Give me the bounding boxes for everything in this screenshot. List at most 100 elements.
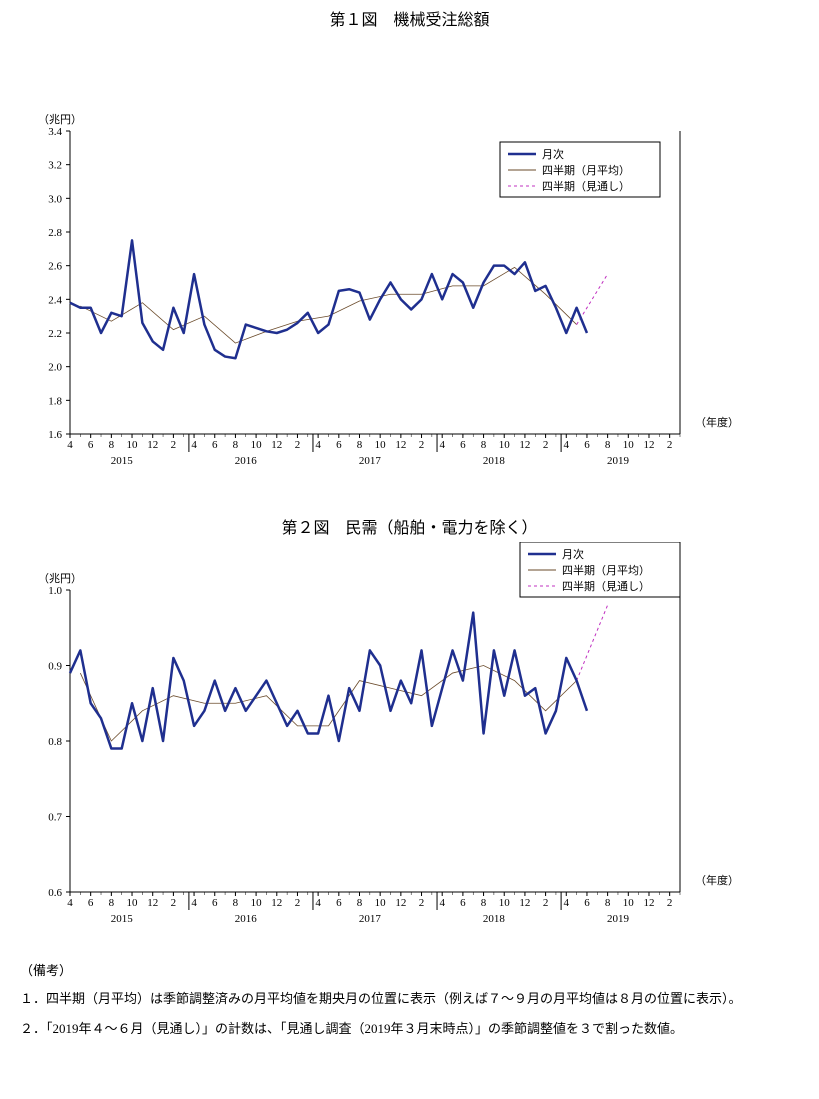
svg-text:4: 4 — [67, 897, 73, 909]
chart1-container: 1.61.82.02.22.42.62.83.03.23.4（兆円）（年度）46… — [0, 34, 819, 484]
svg-text:（年度）: （年度） — [695, 415, 739, 429]
svg-text:0.9: 0.9 — [48, 661, 62, 673]
svg-text:12: 12 — [519, 897, 530, 909]
svg-text:8: 8 — [233, 897, 239, 909]
svg-text:6: 6 — [336, 439, 342, 451]
svg-text:4: 4 — [439, 439, 445, 451]
svg-text:6: 6 — [88, 897, 94, 909]
svg-text:8: 8 — [357, 439, 363, 451]
svg-text:8: 8 — [481, 897, 487, 909]
svg-text:2: 2 — [171, 439, 177, 451]
svg-text:（兆円）: （兆円） — [38, 572, 82, 585]
svg-text:12: 12 — [147, 439, 158, 451]
svg-text:8: 8 — [357, 897, 363, 909]
svg-text:2015: 2015 — [111, 913, 134, 925]
notes-line-1: １．四半期（月平均）は季節調整済みの月平均値を期央月の位置に表示（例えば７～９月… — [20, 989, 779, 1009]
svg-text:3.4: 3.4 — [48, 126, 62, 138]
svg-text:12: 12 — [395, 439, 406, 451]
svg-text:2017: 2017 — [359, 913, 382, 925]
svg-text:2: 2 — [295, 897, 301, 909]
svg-text:10: 10 — [251, 897, 263, 909]
svg-text:2: 2 — [419, 439, 425, 451]
svg-text:12: 12 — [519, 439, 530, 451]
svg-text:2.2: 2.2 — [48, 328, 62, 340]
svg-text:8: 8 — [109, 897, 115, 909]
chart1-title: 第１図 機械受注総額 — [0, 6, 819, 30]
svg-text:2: 2 — [543, 897, 549, 909]
svg-text:2: 2 — [171, 897, 177, 909]
svg-text:2019: 2019 — [607, 913, 630, 925]
svg-text:3.2: 3.2 — [48, 160, 62, 172]
svg-text:10: 10 — [499, 439, 511, 451]
svg-text:2015: 2015 — [111, 455, 134, 467]
svg-text:8: 8 — [233, 439, 239, 451]
svg-text:四半期（見通し）: 四半期（見通し） — [562, 579, 650, 593]
svg-text:8: 8 — [605, 439, 611, 451]
notes-line-2: ２．「2019年４～６月（見通し）」の計数は、「見通し調査（2019年３月末時点… — [20, 1019, 779, 1039]
svg-text:12: 12 — [147, 897, 158, 909]
svg-text:12: 12 — [271, 897, 282, 909]
svg-text:10: 10 — [375, 897, 387, 909]
svg-text:8: 8 — [481, 439, 487, 451]
svg-text:0.6: 0.6 — [48, 887, 62, 899]
svg-text:2.6: 2.6 — [48, 261, 62, 273]
svg-text:12: 12 — [643, 897, 654, 909]
svg-text:10: 10 — [127, 897, 139, 909]
svg-text:6: 6 — [584, 897, 590, 909]
svg-text:1.0: 1.0 — [48, 585, 62, 597]
svg-text:2.8: 2.8 — [48, 227, 62, 239]
svg-text:2: 2 — [295, 439, 301, 451]
svg-text:2016: 2016 — [235, 455, 258, 467]
chart1-svg: 1.61.82.02.22.42.62.83.03.23.4（兆円）（年度）46… — [0, 34, 819, 484]
chart2-container: 0.6 0.7 0.8 0.9 1.0（兆円） （年度） 4 6 8 10 12 2 2015 4 6 8 10… — [0, 542, 819, 942]
svg-text:8: 8 — [605, 897, 611, 909]
svg-text:2019: 2019 — [607, 455, 630, 467]
svg-text:1.6: 1.6 — [48, 429, 62, 441]
svg-text:6: 6 — [460, 439, 466, 451]
svg-text:四半期（見通し）: 四半期（見通し） — [542, 179, 630, 193]
svg-text:0.8: 0.8 — [48, 736, 62, 748]
svg-text:2: 2 — [667, 439, 673, 451]
svg-text:2: 2 — [543, 439, 549, 451]
svg-text:（兆円）: （兆円） — [38, 113, 82, 126]
svg-text:12: 12 — [643, 439, 654, 451]
svg-text:4: 4 — [191, 439, 197, 451]
svg-text:12: 12 — [395, 897, 406, 909]
svg-text:4: 4 — [564, 439, 570, 451]
chart2-title: 第２図 民需（船舶・電力を除く） — [0, 514, 819, 538]
svg-text:10: 10 — [499, 897, 511, 909]
svg-text:4: 4 — [439, 897, 445, 909]
svg-text:6: 6 — [212, 897, 218, 909]
svg-text:1.8: 1.8 — [48, 395, 62, 407]
svg-text:10: 10 — [251, 439, 263, 451]
svg-text:（年度）: （年度） — [695, 873, 739, 887]
svg-text:6: 6 — [460, 897, 466, 909]
svg-text:6: 6 — [88, 439, 94, 451]
svg-text:4: 4 — [315, 439, 321, 451]
svg-text:3.0: 3.0 — [48, 193, 62, 205]
svg-text:4: 4 — [315, 897, 321, 909]
svg-text:10: 10 — [623, 439, 635, 451]
svg-text:2: 2 — [419, 897, 425, 909]
chart2-svg: 0.6 0.7 0.8 0.9 1.0（兆円） （年度） 4 6 8 10 12 2 2015 4 6 8 10… — [0, 542, 819, 942]
svg-text:6: 6 — [336, 897, 342, 909]
svg-text:10: 10 — [375, 439, 387, 451]
svg-text:6: 6 — [212, 439, 218, 451]
notes-header: （備考） — [20, 960, 819, 979]
svg-text:2016: 2016 — [235, 913, 258, 925]
svg-text:4: 4 — [67, 439, 73, 451]
svg-text:4: 4 — [564, 897, 570, 909]
svg-text:2018: 2018 — [483, 455, 506, 467]
svg-text:四半期（月平均）: 四半期（月平均） — [562, 563, 650, 577]
svg-text:2.0: 2.0 — [48, 362, 62, 374]
svg-text:4: 4 — [191, 897, 197, 909]
svg-text:12: 12 — [271, 439, 282, 451]
svg-text:月次: 月次 — [542, 147, 564, 161]
svg-text:2017: 2017 — [359, 455, 382, 467]
svg-text:8: 8 — [109, 439, 115, 451]
svg-text:0.7: 0.7 — [48, 812, 62, 824]
svg-text:6: 6 — [584, 439, 590, 451]
svg-text:10: 10 — [623, 897, 635, 909]
svg-text:10: 10 — [127, 439, 139, 451]
svg-text:月次: 月次 — [562, 547, 584, 561]
